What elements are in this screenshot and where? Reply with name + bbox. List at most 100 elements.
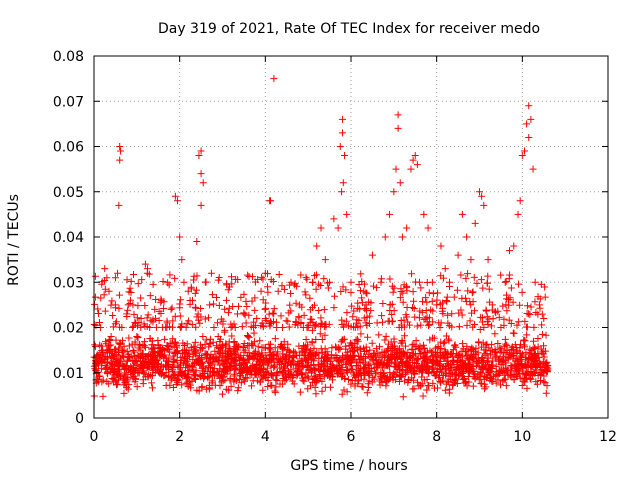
data-point (124, 385, 132, 393)
data-point (141, 301, 149, 309)
data-point (291, 321, 299, 329)
data-point (312, 322, 320, 330)
data-point (343, 210, 351, 218)
data-point (133, 383, 141, 391)
data-point (416, 278, 424, 286)
data-point (530, 344, 538, 352)
data-point (402, 360, 410, 368)
data-point (191, 338, 199, 346)
data-point (195, 316, 203, 324)
data-point (461, 361, 469, 369)
data-point (527, 368, 535, 376)
x-tick-label: 0 (90, 429, 99, 445)
data-point (469, 352, 477, 360)
data-point (477, 343, 485, 351)
data-point (527, 115, 535, 123)
data-point (227, 324, 235, 331)
data-point (130, 310, 138, 318)
data-point (441, 265, 449, 273)
data-point (357, 330, 365, 338)
data-point (339, 179, 347, 187)
data-point (139, 376, 147, 384)
data-point (247, 367, 255, 375)
data-point (466, 369, 474, 377)
data-point (425, 382, 433, 390)
data-point (124, 301, 132, 309)
data-point (523, 323, 531, 331)
data-point (308, 339, 316, 347)
data-point (282, 375, 290, 383)
data-point (272, 383, 280, 391)
data-point (389, 343, 397, 351)
data-point (267, 381, 275, 389)
data-point (291, 280, 299, 288)
data-point (258, 273, 266, 281)
data-point (534, 349, 542, 357)
data-point (381, 373, 389, 381)
data-point (288, 356, 296, 364)
data-point (425, 314, 433, 322)
data-point (476, 188, 483, 196)
data-point (316, 322, 324, 330)
data-point (259, 296, 267, 304)
data-point (324, 352, 332, 360)
data-point (109, 369, 117, 377)
data-point (502, 382, 510, 390)
data-point (116, 340, 124, 348)
data-point (490, 372, 498, 380)
data-point (148, 384, 156, 392)
data-point (208, 377, 216, 385)
y-axis-label: ROTI / TECUs (6, 194, 22, 286)
data-point (497, 271, 505, 279)
data-point (489, 361, 497, 369)
data-point (144, 265, 152, 273)
data-point (273, 358, 281, 366)
data-point (502, 301, 510, 309)
data-point (515, 280, 523, 288)
data-point (538, 365, 546, 373)
data-point (525, 102, 533, 110)
data-point (128, 340, 136, 348)
data-point (442, 371, 450, 379)
data-point (472, 358, 480, 366)
data-point (358, 382, 366, 390)
data-point (501, 369, 509, 377)
data-point (484, 354, 492, 362)
data-point (513, 321, 521, 329)
data-point (193, 313, 201, 321)
data-point (485, 285, 493, 293)
data-point (411, 313, 419, 321)
data-point (516, 344, 524, 352)
data-point (124, 306, 132, 314)
data-point (225, 344, 233, 352)
data-point (286, 301, 294, 309)
data-point (310, 361, 318, 369)
data-point (154, 361, 162, 369)
data-point (235, 376, 243, 384)
data-point (512, 371, 520, 379)
data-point (151, 368, 159, 376)
data-point (503, 295, 511, 303)
data-point (523, 369, 531, 377)
data-point (494, 340, 502, 348)
data-point (123, 357, 131, 365)
data-point (542, 331, 550, 339)
data-point (380, 349, 388, 357)
data-point (226, 376, 234, 384)
data-point (145, 371, 153, 379)
data-point (259, 386, 267, 394)
data-point (205, 372, 213, 380)
data-point (234, 310, 242, 318)
data-point (478, 318, 486, 326)
data-point (242, 364, 250, 372)
data-point (186, 300, 194, 308)
data-point (321, 321, 329, 329)
data-point (482, 306, 490, 314)
data-point (397, 316, 405, 324)
data-point (320, 275, 328, 283)
data-point (386, 275, 394, 283)
data-point (446, 385, 454, 393)
data-point (381, 336, 389, 344)
data-point (532, 378, 540, 386)
